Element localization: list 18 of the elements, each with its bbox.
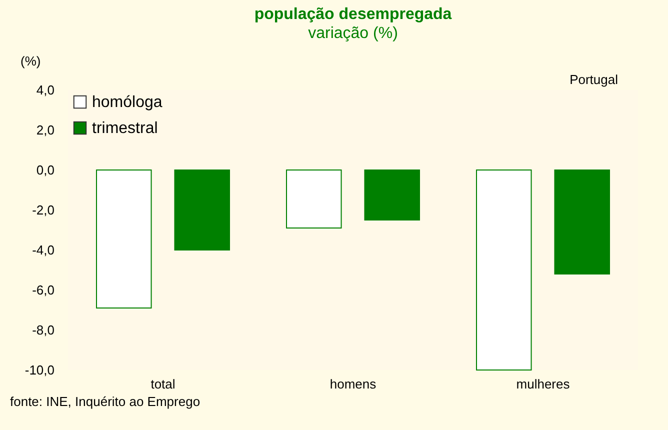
chart-title: população desempregada [254, 6, 452, 23]
x-tick-label: homens [330, 376, 377, 392]
legend-label: homóloga [92, 94, 162, 111]
x-tick-label: total [150, 376, 176, 392]
y-tick-label: -4,0 [32, 242, 54, 258]
y-tick-label: 0,0 [36, 162, 54, 178]
y-tick-label: 4,0 [36, 82, 54, 98]
y-tick-label: -8,0 [32, 322, 54, 338]
y-axis-title: (%) [20, 54, 41, 68]
chart-subtitle: variação (%) [308, 25, 398, 42]
y-tick-label: -6,0 [32, 282, 54, 298]
y-tick-label: 2,0 [36, 122, 54, 138]
y-tick-label: -10,0 [24, 362, 54, 378]
x-tick-label: mulheres [516, 376, 570, 392]
y-tick-label: -2,0 [32, 202, 54, 218]
text: Portugal [570, 72, 618, 87]
legend-label: trimestral [92, 120, 158, 137]
source-note: fonte: INE, Inquérito ao Emprego [10, 394, 200, 409]
